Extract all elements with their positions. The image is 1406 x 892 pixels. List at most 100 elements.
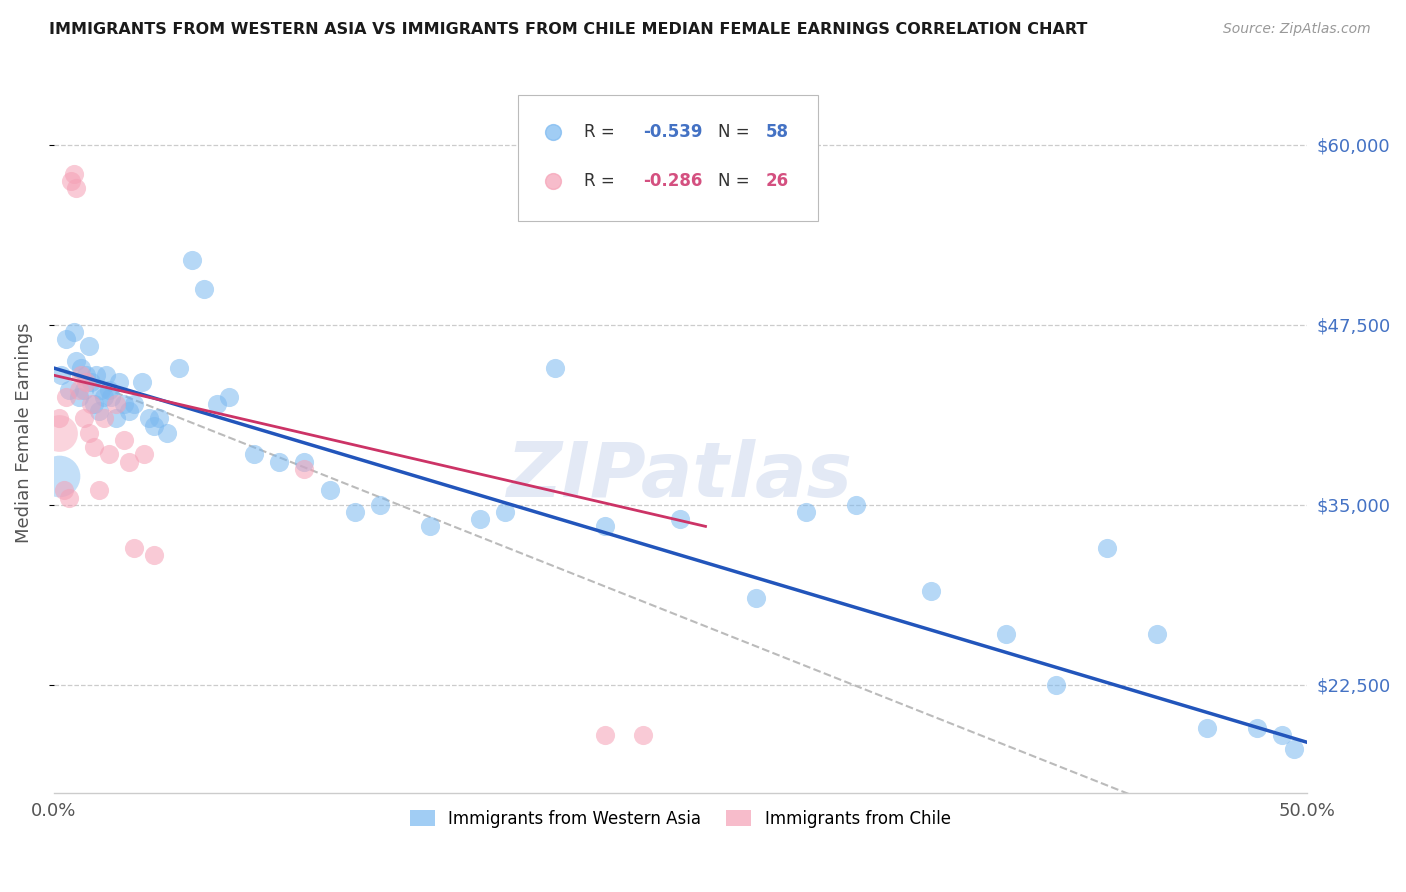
Point	[112, 433, 135, 447]
Point	[845, 498, 868, 512]
Point	[631, 728, 654, 742]
Point	[269, 454, 291, 468]
Point	[67, 390, 90, 404]
Point	[1195, 721, 1218, 735]
Point	[55, 390, 77, 404]
Point	[80, 376, 103, 390]
Point	[593, 728, 616, 742]
Point	[138, 411, 160, 425]
Point	[65, 354, 87, 368]
Point	[73, 383, 96, 397]
Point	[105, 397, 128, 411]
Point	[343, 505, 366, 519]
Text: R =: R =	[583, 172, 620, 190]
Point	[67, 383, 90, 397]
Point	[1146, 627, 1168, 641]
Text: ZIPatlas: ZIPatlas	[508, 439, 853, 513]
Point	[60, 174, 83, 188]
Text: 58: 58	[766, 123, 789, 141]
Point	[294, 454, 316, 468]
Point	[70, 368, 93, 383]
Point	[98, 383, 121, 397]
FancyBboxPatch shape	[517, 95, 818, 220]
Point	[93, 390, 115, 404]
Point	[167, 361, 190, 376]
Text: -0.286: -0.286	[643, 172, 702, 190]
Point	[131, 376, 153, 390]
Point	[77, 339, 100, 353]
Point	[180, 253, 202, 268]
Point	[75, 368, 97, 383]
Point	[100, 390, 122, 404]
Point	[148, 411, 170, 425]
Point	[118, 454, 141, 468]
Point	[51, 368, 73, 383]
Point	[794, 505, 817, 519]
Point	[744, 591, 766, 606]
Text: -0.539: -0.539	[643, 123, 703, 141]
Point	[87, 483, 110, 498]
Point	[1045, 678, 1067, 692]
Point	[77, 425, 100, 440]
Point	[112, 397, 135, 411]
Point	[52, 483, 75, 498]
Point	[294, 462, 316, 476]
Point	[995, 627, 1018, 641]
Point	[80, 397, 103, 411]
Point	[118, 404, 141, 418]
Point	[48, 425, 70, 440]
Point	[96, 368, 118, 383]
Point	[83, 397, 105, 411]
Point	[105, 411, 128, 425]
Point	[63, 167, 86, 181]
Point	[593, 519, 616, 533]
Point	[122, 397, 145, 411]
Point	[86, 368, 108, 383]
Point	[108, 376, 131, 390]
Legend: Immigrants from Western Asia, Immigrants from Chile: Immigrants from Western Asia, Immigrants…	[404, 804, 957, 835]
Point	[205, 397, 228, 411]
Point	[98, 447, 121, 461]
Text: 26: 26	[766, 172, 789, 190]
Point	[63, 325, 86, 339]
Point	[1284, 742, 1306, 756]
Point	[70, 361, 93, 376]
Point	[1271, 728, 1294, 742]
Point	[494, 505, 516, 519]
Point	[1095, 541, 1118, 555]
Point	[58, 491, 80, 505]
Point	[93, 411, 115, 425]
Point	[58, 383, 80, 397]
Point	[73, 411, 96, 425]
Point	[243, 447, 266, 461]
Point	[87, 404, 110, 418]
Point	[132, 447, 155, 461]
Point	[1246, 721, 1268, 735]
Point	[75, 376, 97, 390]
Point	[55, 332, 77, 346]
Point	[920, 584, 942, 599]
Point	[193, 282, 215, 296]
Point	[48, 411, 70, 425]
Point	[156, 425, 179, 440]
Point	[83, 440, 105, 454]
Point	[143, 548, 166, 562]
Text: IMMIGRANTS FROM WESTERN ASIA VS IMMIGRANTS FROM CHILE MEDIAN FEMALE EARNINGS COR: IMMIGRANTS FROM WESTERN ASIA VS IMMIGRAN…	[49, 22, 1088, 37]
Point	[468, 512, 491, 526]
Point	[318, 483, 340, 498]
Point	[48, 469, 70, 483]
Point	[122, 541, 145, 555]
Point	[368, 498, 391, 512]
Text: Source: ZipAtlas.com: Source: ZipAtlas.com	[1223, 22, 1371, 37]
Point	[669, 512, 692, 526]
Point	[65, 181, 87, 195]
Point	[419, 519, 441, 533]
Point	[544, 361, 567, 376]
Text: N =: N =	[718, 123, 755, 141]
Point	[218, 390, 240, 404]
Text: N =: N =	[718, 172, 755, 190]
Y-axis label: Median Female Earnings: Median Female Earnings	[15, 323, 32, 543]
Text: R =: R =	[583, 123, 620, 141]
Point	[90, 383, 112, 397]
Point	[143, 418, 166, 433]
